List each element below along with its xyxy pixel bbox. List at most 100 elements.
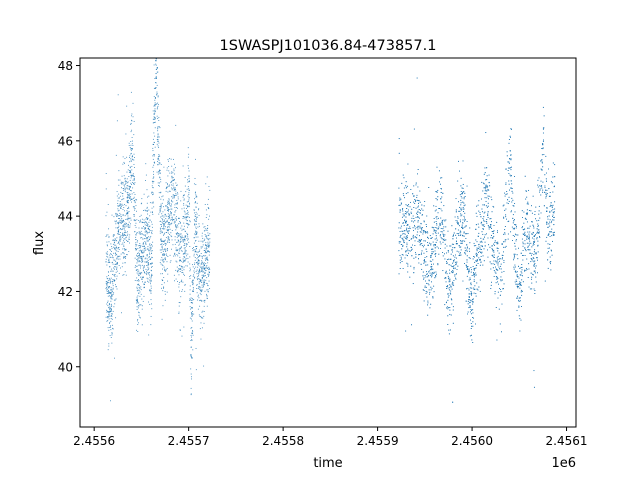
data-point bbox=[138, 255, 140, 256]
data-point bbox=[158, 116, 160, 118]
data-point bbox=[169, 241, 170, 243]
data-point bbox=[150, 292, 152, 294]
data-point bbox=[147, 196, 148, 198]
data-point bbox=[140, 304, 142, 306]
data-point bbox=[204, 268, 205, 270]
data-point bbox=[169, 203, 171, 204]
data-point bbox=[188, 175, 190, 177]
data-point bbox=[194, 202, 196, 204]
data-point bbox=[198, 278, 200, 279]
data-point bbox=[128, 197, 130, 199]
data-point bbox=[124, 262, 126, 264]
data-point bbox=[121, 229, 123, 231]
data-point bbox=[122, 220, 124, 222]
data-point bbox=[128, 164, 129, 166]
data-point bbox=[157, 157, 159, 159]
data-point bbox=[201, 277, 203, 279]
data-point bbox=[188, 189, 190, 191]
data-point bbox=[498, 283, 499, 285]
data-point bbox=[138, 314, 140, 316]
data-point bbox=[176, 185, 177, 186]
data-point bbox=[159, 262, 161, 263]
data-point bbox=[549, 247, 550, 249]
data-point bbox=[507, 161, 509, 163]
data-point bbox=[424, 286, 426, 288]
data-point bbox=[207, 259, 209, 261]
data-point bbox=[204, 228, 206, 230]
data-point bbox=[193, 272, 195, 274]
data-point bbox=[132, 175, 134, 177]
data-point bbox=[116, 213, 118, 215]
data-point bbox=[196, 223, 197, 225]
data-point bbox=[140, 230, 142, 232]
data-point bbox=[457, 233, 459, 235]
data-point bbox=[164, 209, 166, 211]
data-point bbox=[167, 224, 169, 226]
data-point bbox=[181, 290, 183, 292]
data-point bbox=[148, 271, 150, 273]
data-point bbox=[131, 129, 133, 131]
data-point bbox=[495, 266, 496, 268]
data-point bbox=[199, 270, 201, 271]
data-point bbox=[460, 231, 462, 233]
data-point bbox=[172, 188, 174, 189]
data-point bbox=[179, 268, 180, 270]
data-point bbox=[192, 311, 193, 313]
data-point bbox=[155, 58, 157, 60]
data-point bbox=[189, 298, 191, 300]
data-point bbox=[116, 191, 118, 193]
data-point bbox=[187, 195, 189, 197]
data-point bbox=[112, 243, 114, 245]
data-point bbox=[473, 272, 475, 274]
data-point bbox=[167, 241, 169, 243]
data-point bbox=[163, 224, 165, 226]
data-point bbox=[152, 182, 154, 184]
data-point bbox=[199, 281, 201, 283]
data-point bbox=[168, 202, 169, 204]
data-point bbox=[123, 233, 125, 235]
data-point bbox=[144, 238, 146, 240]
data-point bbox=[197, 251, 199, 253]
data-point bbox=[522, 250, 524, 251]
data-point bbox=[197, 260, 199, 262]
data-point bbox=[462, 280, 464, 282]
data-point bbox=[123, 274, 125, 276]
data-point bbox=[160, 192, 162, 194]
data-point bbox=[136, 244, 138, 246]
data-point bbox=[176, 266, 178, 268]
data-point bbox=[112, 281, 114, 283]
data-point bbox=[190, 311, 192, 313]
data-point bbox=[137, 305, 139, 307]
data-point bbox=[125, 237, 127, 239]
data-point bbox=[192, 279, 194, 281]
data-point bbox=[120, 191, 122, 193]
data-point bbox=[127, 217, 129, 219]
data-point bbox=[195, 184, 197, 186]
data-point bbox=[194, 246, 196, 247]
data-point bbox=[158, 146, 160, 148]
data-point bbox=[137, 260, 139, 262]
data-point bbox=[173, 179, 175, 181]
data-point bbox=[192, 284, 194, 286]
data-point bbox=[527, 249, 529, 251]
data-point bbox=[157, 128, 159, 130]
data-point bbox=[473, 317, 475, 319]
data-point bbox=[425, 232, 427, 234]
data-point bbox=[119, 233, 121, 235]
data-point bbox=[105, 316, 107, 318]
data-point bbox=[492, 263, 494, 265]
data-point bbox=[514, 242, 516, 244]
data-point bbox=[185, 204, 187, 206]
data-point bbox=[462, 187, 464, 189]
data-point bbox=[134, 201, 136, 203]
data-point bbox=[153, 161, 155, 163]
data-point bbox=[122, 181, 124, 183]
data-point bbox=[173, 219, 175, 221]
data-point bbox=[166, 221, 168, 222]
data-point bbox=[118, 223, 120, 225]
data-point bbox=[124, 191, 126, 193]
data-point bbox=[190, 302, 192, 304]
data-point bbox=[177, 226, 179, 228]
data-point bbox=[538, 232, 540, 234]
data-point bbox=[110, 298, 112, 300]
